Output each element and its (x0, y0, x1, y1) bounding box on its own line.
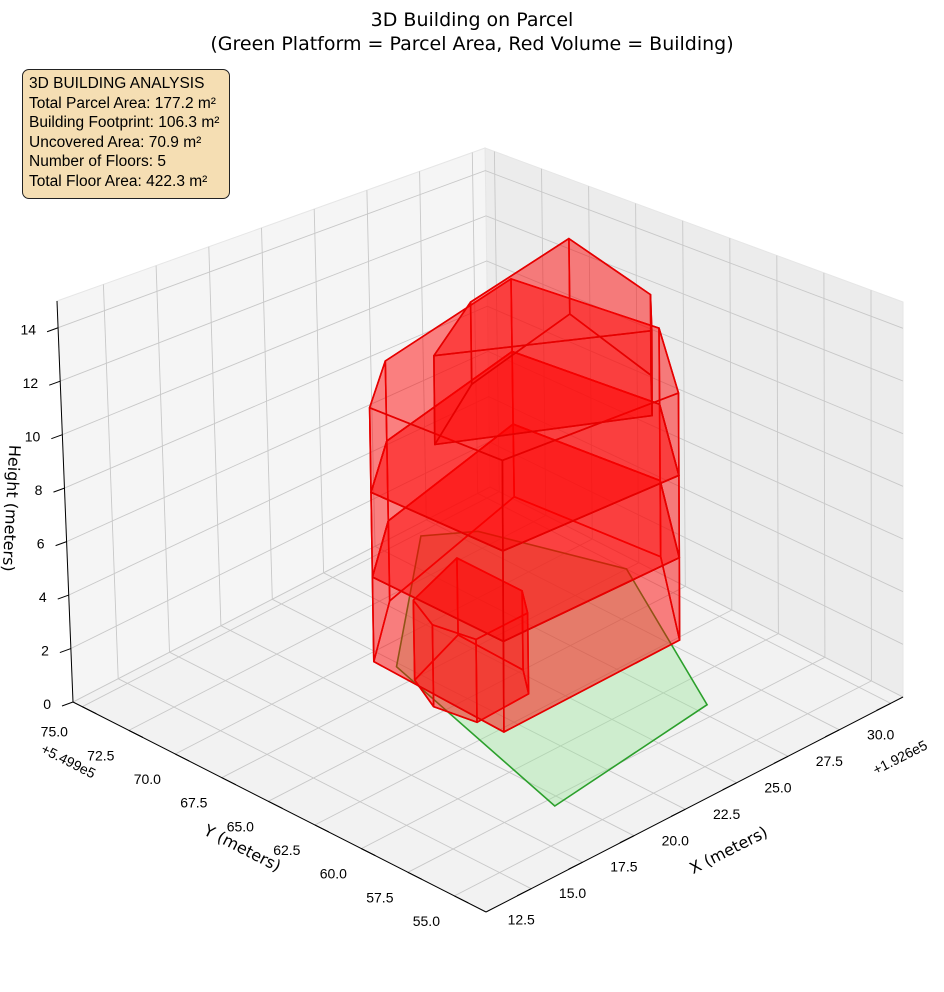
y-tick-mark (128, 729, 144, 738)
x-tick-label: 20.0 (662, 832, 689, 848)
x-tick-label: 12.5 (508, 912, 535, 928)
y-tick-label: 55.0 (413, 913, 440, 929)
y-tick-mark (82, 706, 97, 715)
x-tick-mark (671, 808, 686, 817)
z-tick-mark (61, 701, 74, 707)
y-tick-label: 65.0 (227, 818, 254, 834)
y-tick-label: 70.0 (134, 771, 161, 787)
floor-top-face (433, 237, 653, 357)
tick-labels: 12.5 15.0 17.5 20.0 22.5 25.0 27.5 30.0 55.0 57.5… (20, 322, 894, 929)
z-grid-line (57, 170, 904, 329)
z-tick-label: 6 (37, 536, 45, 552)
building-floor-4 (368, 278, 680, 552)
building-floor-1 (412, 557, 530, 724)
z-tick-mark (51, 434, 63, 440)
x-tick-label: 22.5 (713, 806, 740, 822)
z-axis-line (56, 300, 74, 703)
z-tick-mark (53, 487, 65, 493)
z-tick-mark (49, 380, 61, 386)
x-tick-mark (773, 755, 789, 764)
y-tick-mark (268, 800, 283, 809)
z-tick-mark (55, 541, 67, 547)
info-total-floor-area: Total Floor Area: 422.3 m² (29, 172, 208, 190)
z-grid-line (68, 396, 904, 596)
x-tick-label: 17.5 (610, 859, 637, 875)
x-offset-label: +1.926e5 (870, 737, 930, 778)
x-tick-mark (516, 888, 532, 897)
parcel-platform (395, 530, 709, 808)
x-tick-label: 25.0 (764, 779, 791, 795)
parcel-polygon (395, 530, 709, 808)
z-tick-label: 12 (23, 375, 39, 391)
x-tick-label: 15.0 (559, 885, 586, 901)
y-tick-label: 57.5 (366, 889, 393, 905)
y-tick-mark (314, 824, 330, 833)
floor-top-face (412, 557, 529, 641)
info-heading: 3D BUILDING ANALYSIS (29, 75, 205, 92)
x-axis-label: X (meters) (686, 822, 770, 878)
info-building-footprint: Building Footprint: 106.3 m² (29, 114, 220, 132)
info-uncovered-area: Uncovered Area: 70.9 m² (29, 133, 202, 151)
x-tick-mark (619, 835, 635, 844)
z-grid-line (72, 486, 904, 703)
y-tick-mark (454, 895, 469, 904)
z-grid-line (64, 305, 904, 489)
z-tick-mark (46, 327, 59, 333)
y-tick-mark (407, 871, 423, 880)
y-tick-label: 72.5 (87, 747, 114, 763)
info-number-of-floors: Number of Floors: 5 (29, 153, 166, 171)
info-parcel-area: Total Parcel Area: 177.2 m² (29, 94, 216, 112)
x-tick-mark (876, 702, 891, 711)
z-tick-label: 0 (43, 696, 51, 712)
z-grid-line (60, 215, 904, 382)
z-tick-mark (59, 648, 72, 654)
building-floor-3 (370, 350, 681, 643)
analysis-info-box: 3D BUILDING ANALYSIS Total Parcel Area: … (22, 69, 230, 199)
y-tick-label: 75.0 (41, 724, 68, 740)
x-tick-label: 30.0 (867, 726, 894, 742)
floor-top-face (368, 278, 680, 462)
building-floor-5 (433, 237, 653, 446)
z-grid-line (66, 350, 904, 543)
x-tick-mark (825, 729, 840, 738)
x-tick-mark (722, 782, 737, 791)
z-tick-label: 4 (39, 589, 47, 605)
y-tick-mark (221, 777, 237, 786)
building-volume (368, 237, 681, 733)
z-axis-label: Height (meters) (0, 444, 24, 572)
z-tick-mark (57, 594, 69, 600)
axis-panes (56, 147, 905, 913)
chart-subtitle: (Green Platform = Parcel Area, Red Volum… (210, 33, 733, 55)
z-tick-label: 14 (20, 322, 36, 338)
z-grid-line (62, 260, 904, 436)
y-tick-mark (175, 753, 190, 762)
x-tick-label: 27.5 (816, 753, 843, 769)
y-tick-mark (361, 848, 376, 857)
z-tick-label: 10 (25, 429, 41, 445)
grid-lines (57, 151, 904, 897)
x-tick-mark (568, 861, 583, 870)
y-tick-label: 67.5 (180, 795, 207, 811)
z-tick-label: 8 (35, 482, 43, 498)
y-tick-label: 62.5 (273, 842, 300, 858)
z-tick-label: 2 (41, 643, 49, 659)
y-tick-label: 60.0 (320, 866, 347, 882)
chart-title: 3D Building on Parcel (371, 9, 574, 31)
